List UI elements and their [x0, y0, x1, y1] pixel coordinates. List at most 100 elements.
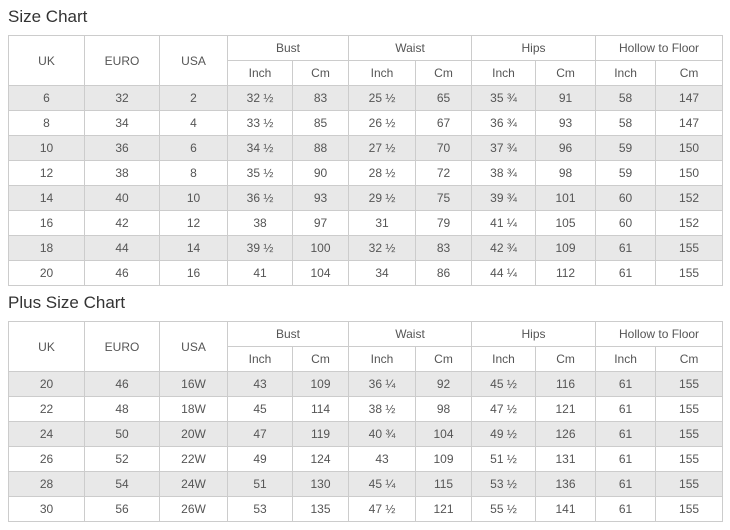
- header-row-units: Inch Cm Inch Cm Inch Cm Inch Cm: [9, 346, 724, 372]
- header-row-groups: UK EURO USA Bust Waist Hips Hollow to Floor: [8, 35, 724, 86]
- unit-header: Inch: [227, 346, 293, 372]
- table-cell: 12: [8, 160, 85, 186]
- table-cell: 32: [84, 85, 160, 111]
- table-cell: 30: [8, 496, 85, 522]
- table-cell: 61: [595, 471, 657, 497]
- table-cell: 39 ¾: [471, 185, 537, 211]
- plus-size-chart-table: UK EURO USA Bust Waist Hips Hollow to Floor Inc…: [8, 321, 724, 522]
- table-cell: 70: [415, 135, 473, 161]
- table-cell: 85: [291, 110, 350, 136]
- table-cell: 59: [595, 160, 657, 186]
- table-cell: 44 ¼: [471, 260, 537, 286]
- table-cell: 54: [84, 471, 160, 497]
- table-cell: 92: [415, 371, 473, 397]
- table-cell: 126: [535, 421, 597, 447]
- table-cell: 155: [655, 496, 724, 522]
- table-cell: 41: [227, 260, 293, 286]
- table-row: 26 52 22W 49 124 43 109 51 ½ 131 61 155: [8, 446, 724, 472]
- table-cell: 43: [348, 446, 417, 472]
- table-cell: 24W: [159, 471, 228, 497]
- table-cell: 47: [227, 421, 293, 447]
- table-cell: 45: [227, 396, 293, 422]
- table-cell: 60: [595, 185, 657, 211]
- table-cell: 26W: [159, 496, 228, 522]
- table-cell: 104: [291, 260, 350, 286]
- unit-header: Inch: [471, 346, 537, 372]
- table-cell: 150: [655, 160, 724, 186]
- table-cell: 61: [595, 496, 657, 522]
- table-cell: 109: [535, 235, 597, 261]
- unit-header: Inch: [348, 60, 417, 86]
- unit-header: Cm: [535, 60, 597, 86]
- table-cell: 6: [159, 135, 228, 161]
- table-cell: 46: [84, 371, 160, 397]
- table-cell: 61: [595, 371, 657, 397]
- table-cell: 35 ½: [227, 160, 293, 186]
- unit-header: Inch: [348, 346, 417, 372]
- table-cell: 38: [227, 210, 293, 236]
- table-cell: 88: [291, 135, 350, 161]
- unit-header: Cm: [291, 346, 350, 372]
- table-cell: 36 ¼: [348, 371, 417, 397]
- table-cell: 155: [655, 446, 724, 472]
- column-header: UK: [8, 35, 85, 86]
- table-cell: 116: [535, 371, 597, 397]
- table-row: 8 34 4 33 ½ 85 26 ½ 67 36 ¾ 93 58 147: [8, 110, 724, 136]
- table-cell: 109: [415, 446, 473, 472]
- table-cell: 93: [535, 110, 597, 136]
- table-cell: 51 ½: [471, 446, 537, 472]
- table-cell: 18: [8, 235, 85, 261]
- column-header: UK: [8, 321, 85, 372]
- table-row: 22 48 18W 45 114 38 ½ 98 47 ½ 121 61 155: [8, 396, 724, 422]
- plus-size-chart-section: Plus Size Chart UK EURO USA Bust Waist Hips Ho…: [8, 286, 724, 522]
- table-cell: 33 ½: [227, 110, 293, 136]
- table-row: 12 38 8 35 ½ 90 28 ½ 72 38 ¾ 98 59 150: [8, 160, 724, 186]
- table-cell: 38 ¾: [471, 160, 537, 186]
- unit-header: Inch: [227, 60, 293, 86]
- unit-header: Inch: [471, 60, 537, 86]
- table-row: 18 44 14 39 ½ 100 32 ½ 83 42 ¾ 109 61 155: [8, 235, 724, 261]
- table-cell: 100: [291, 235, 350, 261]
- table-cell: 90: [291, 160, 350, 186]
- table-cell: 34 ½: [227, 135, 293, 161]
- header-row-units: Inch Cm Inch Cm Inch Cm Inch Cm: [9, 60, 724, 86]
- table-cell: 36: [84, 135, 160, 161]
- table-cell: 45 ¼: [348, 471, 417, 497]
- table-cell: 61: [595, 396, 657, 422]
- table-cell: 53: [227, 496, 293, 522]
- table-cell: 150: [655, 135, 724, 161]
- table-cell: 61: [595, 446, 657, 472]
- table-cell: 147: [655, 85, 724, 111]
- unit-header: Cm: [655, 60, 724, 86]
- table-cell: 46: [84, 260, 160, 286]
- table-cell: 109: [291, 371, 350, 397]
- table-cell: 121: [535, 396, 597, 422]
- table-cell: 155: [655, 371, 724, 397]
- table-row: 20 46 16W 43 109 36 ¼ 92 45 ½ 116 61 155: [8, 371, 724, 397]
- table-cell: 22: [8, 396, 85, 422]
- column-group-header: Hips: [471, 35, 597, 61]
- table-cell: 12: [159, 210, 228, 236]
- table-cell: 32 ½: [227, 85, 293, 111]
- table-cell: 20: [8, 260, 85, 286]
- table-cell: 101: [535, 185, 597, 211]
- table-cell: 155: [655, 471, 724, 497]
- column-group-header: Hips: [471, 321, 597, 347]
- table-cell: 59: [595, 135, 657, 161]
- table-cell: 65: [415, 85, 473, 111]
- table-cell: 27 ½: [348, 135, 417, 161]
- table-cell: 155: [655, 396, 724, 422]
- table-cell: 58: [595, 85, 657, 111]
- table-cell: 83: [291, 85, 350, 111]
- table-cell: 155: [655, 421, 724, 447]
- table-row: 28 54 24W 51 130 45 ¼ 115 53 ½ 136 61 155: [8, 471, 724, 497]
- column-header: USA: [159, 35, 228, 86]
- table-cell: 39 ½: [227, 235, 293, 261]
- table-cell: 16W: [159, 371, 228, 397]
- unit-header: Inch: [595, 60, 657, 86]
- table-cell: 124: [291, 446, 350, 472]
- table-cell: 48: [84, 396, 160, 422]
- table-cell: 4: [159, 110, 228, 136]
- column-header: EURO: [84, 35, 160, 86]
- table-cell: 61: [595, 235, 657, 261]
